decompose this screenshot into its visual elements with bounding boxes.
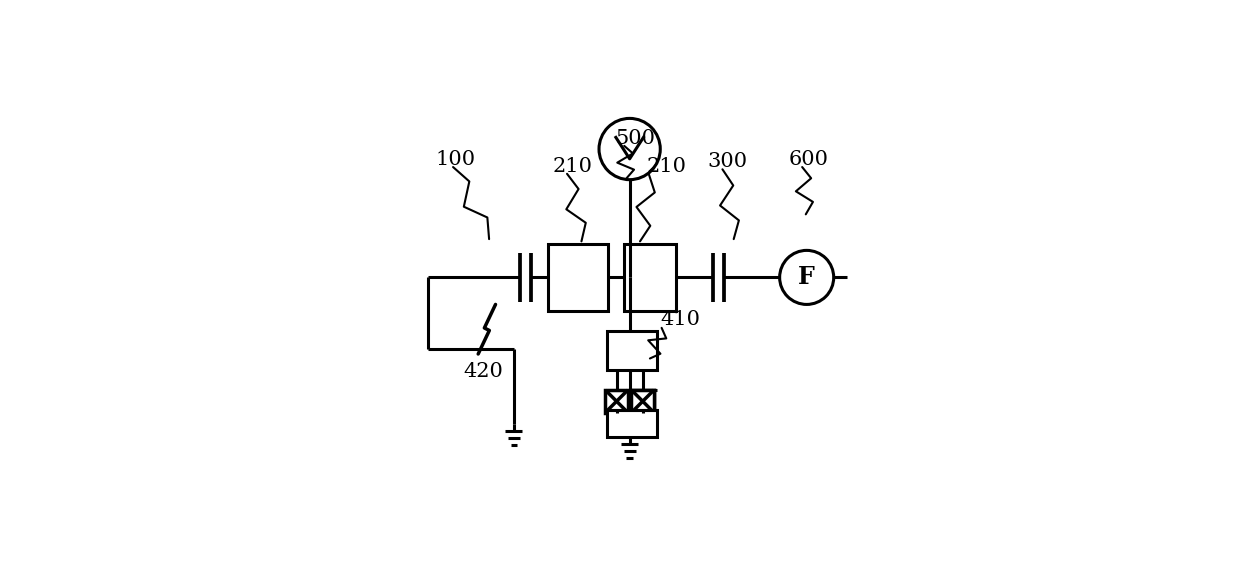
Bar	[608, 332, 657, 370]
Circle shape	[780, 250, 833, 304]
Bar	[548, 243, 609, 311]
Text: 210: 210	[647, 157, 687, 176]
Text: 300: 300	[708, 152, 748, 171]
Text: 100: 100	[435, 150, 475, 169]
Text: 420: 420	[464, 362, 503, 380]
Bar	[605, 390, 627, 412]
Circle shape	[599, 118, 660, 180]
Bar	[624, 243, 676, 311]
Text: F: F	[799, 266, 815, 290]
Bar	[631, 390, 653, 412]
Text: 600: 600	[789, 150, 828, 169]
Text: 410: 410	[660, 309, 701, 329]
Text: 210: 210	[552, 157, 593, 176]
Text: 500: 500	[615, 129, 655, 148]
Bar	[631, 390, 653, 412]
Bar	[608, 410, 657, 438]
